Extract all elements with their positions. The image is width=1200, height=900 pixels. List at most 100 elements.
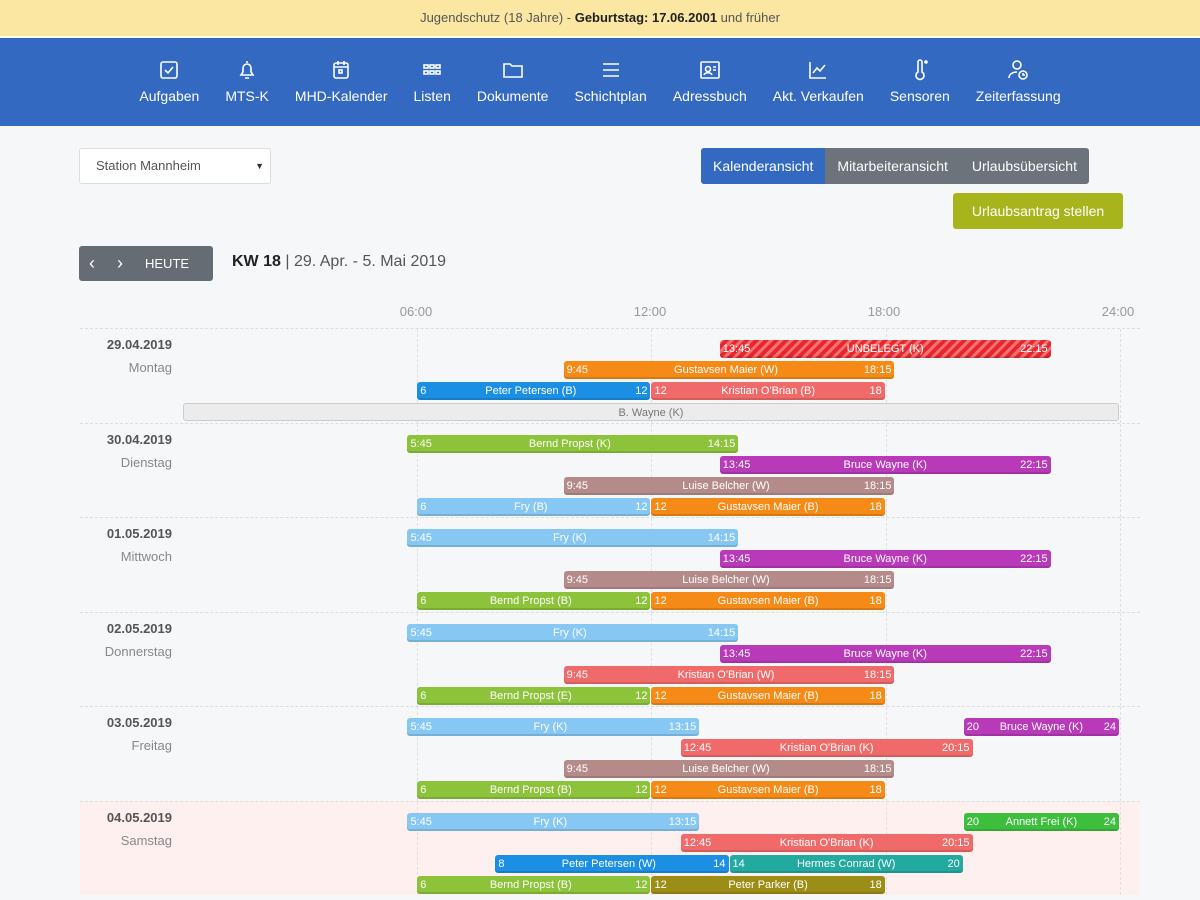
nav-item-sensoren[interactable]: Sensoren: [877, 38, 963, 126]
shift-bar[interactable]: 13:45 Bruce Wayne (K) 22:15: [719, 455, 1051, 474]
nav-item-dokumente[interactable]: Dokumente: [464, 38, 562, 126]
day-row: 04.05.2019 Samstag 5:45 Fry (K) 13:15 20 Annet…: [80, 800, 1140, 895]
age-restriction-banner: Jugendschutz (18 Jahre) - Geburtstag: 17…: [0, 0, 1200, 38]
shift-start: 9:45: [566, 364, 589, 376]
today-button[interactable]: HEUTE: [145, 256, 190, 271]
hour-gridline: [1119, 612, 1121, 706]
shift-bar[interactable]: 6 Fry (B) 12: [417, 497, 651, 516]
shift-bar[interactable]: 13:45 Bruce Wayne (K) 22:15: [719, 550, 1051, 568]
shift-end: 22:15: [1020, 458, 1048, 471]
thermometer-icon: [915, 59, 928, 81]
shift-bar[interactable]: 20 Bruce Wayne (K) 24: [963, 718, 1119, 736]
shift-start: 13:45: [722, 343, 751, 355]
prev-week-icon[interactable]: ‹: [89, 253, 95, 273]
shift-employee: Fry (B): [513, 500, 548, 513]
shift-employee: Gustavsen Maier (B): [717, 595, 819, 607]
shift-bar[interactable]: 9:45 Gustavsen Maier (W) 18:15: [563, 361, 895, 379]
shift-employee: Gustavsen Maier (B): [717, 689, 819, 702]
day-date: 04.05.2019: [106, 809, 172, 825]
shift-bar[interactable]: 12 Gustavsen Maier (B) 18: [651, 497, 885, 516]
shift-end: 18:15: [863, 364, 892, 376]
shift-bar[interactable]: 12 Kristian O'Brian (B) 18: [651, 382, 885, 400]
shift-bar[interactable]: 5:45 Fry (K) 13:15: [407, 812, 700, 831]
shift-start: 5:45: [410, 532, 432, 544]
shift-start: 6: [420, 385, 427, 397]
shift-bar[interactable]: 12 Gustavsen Maier (B) 18: [651, 781, 885, 799]
calendar-icon: [333, 61, 350, 79]
nav-item-aufgaben[interactable]: Aufgaben: [126, 38, 212, 126]
shift-bar[interactable]: 14 Hermes Conrad (W) 20: [729, 854, 963, 873]
shift-bar[interactable]: 9:45 Luise Belcher (W) 18:15: [563, 571, 895, 589]
shift-bar[interactable]: 5:45 Fry (K) 13:15: [407, 718, 700, 736]
tab-calendar-view[interactable]: Kalenderansicht: [701, 148, 826, 184]
shift-employee: Bernd Propst (B): [489, 595, 572, 607]
shift-start: 9:45: [566, 668, 589, 681]
shift-bar[interactable]: 9:45 Luise Belcher (W) 18:15: [563, 476, 895, 495]
shift-bar[interactable]: 12 Gustavsen Maier (B) 18: [651, 592, 885, 610]
shift-bar[interactable]: 6 Bernd Propst (B) 12: [417, 781, 651, 799]
nav-item-akt-verkaufen[interactable]: Akt. Verkaufen: [760, 38, 877, 126]
day-date: 30.04.2019: [106, 431, 172, 447]
nav-item-mts-k[interactable]: MTS-K: [212, 38, 282, 126]
shift-bar[interactable]: 5:45 Bernd Propst (K) 14:15: [407, 434, 739, 453]
tab-vacation-overview[interactable]: Urlaubsübersicht: [959, 148, 1089, 184]
shift-employee: Bruce Wayne (K): [999, 721, 1084, 733]
shift-start: 20: [966, 721, 980, 733]
shift-start: 5:45: [410, 815, 432, 828]
shift-bar[interactable]: 13:45 UNBELEGT (K) 22:15: [719, 340, 1051, 358]
hour-gridline: [1119, 801, 1121, 895]
nav-item-mhd-kalender[interactable]: MHD-Kalender: [282, 38, 401, 126]
hour-gridline: [1119, 423, 1121, 517]
shift-employee: Bernd Propst (B): [489, 784, 572, 796]
shift-bar[interactable]: 12:45 Kristian O'Brian (K) 20:15: [680, 739, 973, 757]
shift-bar[interactable]: 9:45 Luise Belcher (W) 18:15: [563, 760, 895, 778]
shift-calendar: 29.04.2019 Montag 13:45 UNBELEGT (K) 22:15 9:…: [80, 328, 1140, 895]
checkbox-icon: [160, 61, 179, 79]
shift-end: 14: [713, 857, 726, 870]
shift-start: 12: [654, 500, 667, 513]
station-select[interactable]: Station Mannheim ▼: [79, 148, 271, 184]
shift-employee: Kristian O'Brian (K): [779, 836, 874, 849]
shift-bar[interactable]: 9:45 Kristian O'Brian (W) 18:15: [563, 665, 895, 684]
next-week-icon[interactable]: ›: [117, 253, 123, 273]
bell-icon: [239, 61, 255, 79]
hour-gridline: [651, 518, 653, 612]
tab-employee-view[interactable]: Mitarbeiteransicht: [825, 148, 960, 184]
shift-end: 18: [869, 385, 882, 397]
shift-bar[interactable]: 12:45 Kristian O'Brian (K) 20:15: [680, 833, 973, 852]
hour-gridline: [417, 707, 419, 801]
day-weekday: Montag: [128, 360, 172, 375]
vacation-request-button[interactable]: Urlaubsantrag stellen: [953, 193, 1123, 229]
day-row: 01.05.2019 Mittwoch 5:45 Fry (K) 14:15 13:45 B…: [80, 517, 1140, 612]
shift-bar[interactable]: 6 Bernd Propst (B) 12: [417, 875, 651, 894]
shift-bar[interactable]: 5:45 Fry (K) 14:15: [407, 529, 739, 547]
shift-end: 12: [635, 500, 648, 513]
nav-item-zeiterfassung[interactable]: Zeiterfassung: [963, 38, 1074, 126]
nav-item-adressbuch[interactable]: Adressbuch: [660, 38, 760, 126]
main-nav: Aufgaben MTS-K MHD-Kalender Listen Dokumente…: [0, 38, 1200, 126]
shift-start: 6: [420, 500, 427, 513]
banner-text: Jugendschutz (18 Jahre) -: [420, 10, 575, 25]
shift-bar[interactable]: 12 Gustavsen Maier (B) 18: [651, 686, 885, 705]
shift-start: 5:45: [410, 721, 432, 733]
shift-start: 13:45: [722, 458, 751, 471]
nav-item-schichtplan[interactable]: Schichtplan: [561, 38, 659, 126]
shift-start: 12: [654, 878, 667, 891]
grid-icon: [423, 64, 441, 75]
shift-bar[interactable]: 20 Annett Frei (K) 24: [963, 812, 1119, 831]
day-date: 29.04.2019: [106, 337, 172, 352]
shift-bar[interactable]: 6 Bernd Propst (B) 12: [417, 592, 651, 610]
contact-icon: [700, 61, 720, 79]
shift-bar[interactable]: 5:45 Fry (K) 14:15: [407, 623, 739, 642]
shift-start: 12:45: [683, 742, 712, 754]
shift-bar[interactable]: B. Wayne (K): [183, 403, 1119, 421]
shift-bar[interactable]: 8 Peter Petersen (W) 14: [495, 854, 729, 873]
shift-bar[interactable]: 13:45 Bruce Wayne (K) 22:15: [719, 644, 1051, 663]
shift-end: 18: [869, 500, 882, 513]
shift-bar[interactable]: 12 Peter Parker (B) 18: [651, 875, 885, 894]
nav-item-listen[interactable]: Listen: [401, 38, 464, 126]
shift-bar[interactable]: 6 Bernd Propst (E) 12: [417, 686, 651, 705]
week-number: KW 18: [232, 253, 281, 270]
view-switcher: Kalenderansicht Mitarbeiteransicht Urlau…: [701, 148, 1089, 184]
shift-bar[interactable]: 6 Peter Petersen (B) 12: [417, 382, 651, 400]
